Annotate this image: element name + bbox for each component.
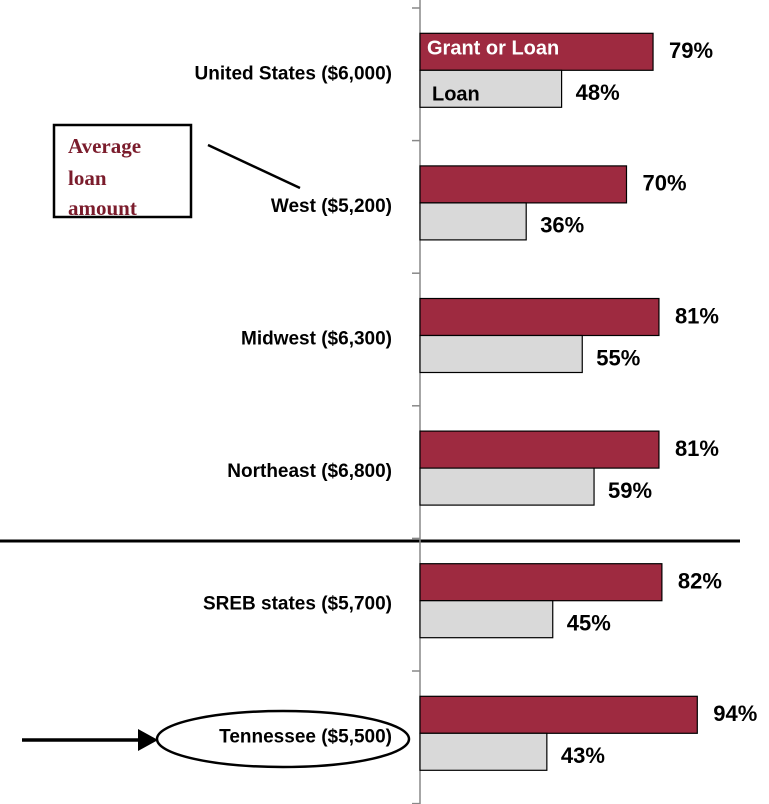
data-label: 36% <box>540 213 584 238</box>
data-label: 94% <box>713 701 757 726</box>
bar <box>419 32 654 71</box>
bar <box>419 467 595 506</box>
arrow-head <box>138 729 158 751</box>
data-label: 59% <box>608 478 652 503</box>
data-label: 79% <box>669 38 713 63</box>
category-label: Midwest ($6,300) <box>241 329 392 350</box>
annotation: Average <box>68 134 141 158</box>
data-label: 82% <box>678 569 722 594</box>
annotation-pointer <box>207 143 301 190</box>
annotation-box <box>52 123 193 219</box>
category-label: United States ($6,000) <box>195 63 392 84</box>
annotation: loan <box>68 166 107 190</box>
data-label: 43% <box>561 743 605 768</box>
bar <box>419 297 660 337</box>
data-label: 45% <box>567 611 611 636</box>
legend-entry: Grant or Loan <box>427 38 559 60</box>
bar <box>419 600 554 639</box>
category-label: Northeast ($6,800) <box>227 461 392 482</box>
bar <box>419 202 527 241</box>
bar <box>419 334 583 374</box>
bar <box>419 695 698 734</box>
category-label: West ($5,200) <box>271 196 392 217</box>
highlight-ellipse <box>155 709 411 769</box>
data-label: 81% <box>675 303 719 328</box>
bar <box>419 165 628 204</box>
bar <box>419 69 563 108</box>
bar <box>419 563 663 602</box>
bar <box>419 732 548 771</box>
legend-entry: Loan <box>432 84 480 106</box>
data-label: 55% <box>596 345 640 370</box>
data-label: 70% <box>643 171 687 196</box>
category-label: Tennessee ($5,500) <box>219 726 392 747</box>
data-label: 81% <box>675 436 719 461</box>
data-label: 48% <box>576 80 620 105</box>
bar <box>419 430 660 469</box>
annotation: amount <box>68 196 137 220</box>
category-label: SREB states ($5,700) <box>203 594 392 615</box>
